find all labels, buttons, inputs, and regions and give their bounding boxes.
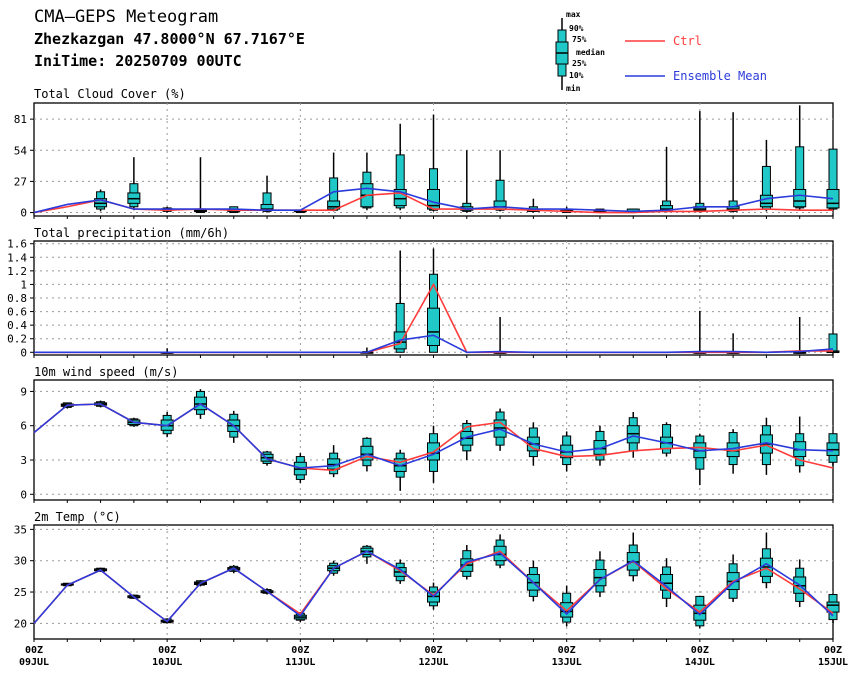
panel-title: Total Cloud Cover (%) bbox=[34, 87, 186, 101]
x-tick-label-time: 00Z bbox=[424, 645, 442, 656]
x-tick-label-date: 09JUL bbox=[19, 657, 49, 668]
y-tick-label: 0 bbox=[20, 207, 27, 220]
title-block: CMA—GEPS Meteogram Zhezkazgan 47.8000°N … bbox=[34, 6, 305, 72]
box-inner bbox=[593, 440, 607, 455]
y-tick-label: 3 bbox=[20, 454, 27, 467]
y-tick-label: 30 bbox=[14, 555, 27, 568]
box-inner bbox=[759, 194, 773, 208]
box-inner bbox=[793, 188, 807, 208]
x-tick-label-time: 00Z bbox=[25, 645, 43, 656]
legend-box-label: 25% bbox=[572, 59, 587, 68]
x-tick-label-time: 00Z bbox=[558, 645, 576, 656]
legend-box-label: 10% bbox=[569, 71, 584, 80]
y-tick-label: 54 bbox=[14, 144, 28, 157]
x-tick-label-date: 15JUL bbox=[818, 657, 848, 668]
panel-title: 10m wind speed (m/s) bbox=[34, 365, 179, 379]
x-tick-label-time: 00Z bbox=[824, 645, 842, 656]
x-tick-label-time: 00Z bbox=[158, 645, 176, 656]
y-tick-label: 0.2 bbox=[7, 333, 27, 346]
y-tick-label: 0 bbox=[20, 488, 27, 501]
x-tick-label-time: 00Z bbox=[291, 645, 309, 656]
x-tick-label-date: 13JUL bbox=[552, 657, 582, 668]
box-outer bbox=[262, 192, 272, 212]
y-tick-label: 0.8 bbox=[7, 292, 27, 305]
y-tick-label: 1.6 bbox=[7, 238, 27, 251]
y-tick-label: 1.2 bbox=[7, 265, 27, 278]
legend-box-label: min bbox=[566, 83, 581, 93]
box-outer bbox=[395, 154, 405, 209]
box-inner bbox=[826, 601, 840, 613]
ensemble-mean-line bbox=[33, 187, 834, 214]
box-outer bbox=[395, 302, 405, 353]
legend-box-label: median bbox=[576, 47, 605, 57]
legend-box-label: 90% bbox=[569, 24, 584, 33]
y-tick-label: 9 bbox=[20, 385, 27, 398]
legend-label: Ensemble Mean bbox=[673, 69, 767, 83]
x-tick-label-date: 14JUL bbox=[685, 657, 715, 668]
x-tick-label-time: 00Z bbox=[691, 645, 709, 656]
box-outer bbox=[795, 146, 805, 209]
y-tick-label: 20 bbox=[14, 617, 27, 630]
y-tick-label: 0.4 bbox=[7, 319, 27, 332]
box-inner bbox=[327, 200, 341, 210]
panel-title: Total precipitation (mm/6h) bbox=[34, 226, 229, 240]
y-tick-label: 25 bbox=[14, 586, 27, 599]
panel-title: 2m Temp (°C) bbox=[34, 510, 121, 524]
legend-label: Ctrl bbox=[673, 34, 702, 48]
y-tick-label: 1 bbox=[20, 278, 27, 291]
box-inner bbox=[427, 307, 440, 346]
box-outer bbox=[828, 148, 838, 210]
ensemble-mean-line bbox=[33, 550, 834, 624]
init-time-line: IniTime: 20250709 00UTC bbox=[34, 52, 242, 70]
y-tick-label: 35 bbox=[14, 523, 27, 536]
y-tick-label: 6 bbox=[20, 420, 27, 433]
y-tick-label: 1.4 bbox=[7, 251, 27, 264]
location-line: Zhezkazgan 47.8000°N 67.7167°E bbox=[34, 30, 305, 48]
ctrl-line bbox=[33, 192, 833, 214]
y-tick-label: 0 bbox=[20, 346, 27, 359]
ensemble-mean-line bbox=[34, 334, 834, 354]
y-tick-label: 0.6 bbox=[7, 306, 27, 319]
y-tick-label: 81 bbox=[14, 113, 27, 126]
ensemble-mean-line bbox=[33, 403, 834, 469]
y-tick-label: 27 bbox=[14, 175, 27, 188]
legend-box-label: max bbox=[566, 10, 581, 19]
x-tick-label-date: 11JUL bbox=[285, 657, 315, 668]
meteogram-title: CMA—GEPS Meteogram bbox=[34, 7, 219, 27]
x-tick-label-date: 10JUL bbox=[152, 657, 182, 668]
legend-box-label: 75% bbox=[572, 35, 587, 44]
box-inner bbox=[493, 200, 507, 210]
x-tick-label-date: 12JUL bbox=[418, 657, 448, 668]
box-outer bbox=[495, 179, 505, 211]
